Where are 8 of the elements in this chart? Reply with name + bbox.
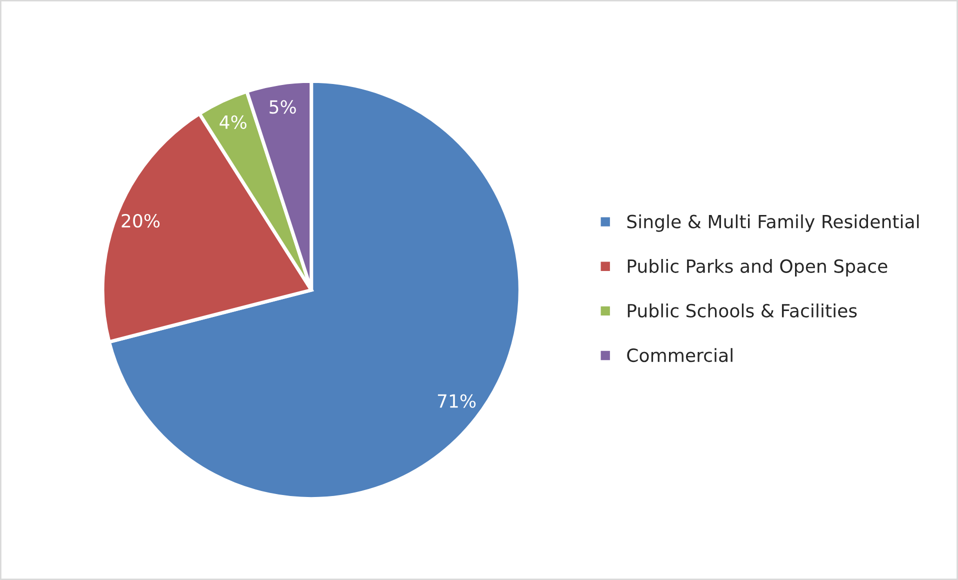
data-label: 5% (270, 100, 296, 114)
data-label: 20% (122, 214, 160, 228)
data-label: 71% (438, 394, 476, 408)
legend-label: Single & Multi Family Residential (627, 214, 919, 232)
data-label: 4% (220, 115, 246, 129)
legend-label: Public Schools & Facilities (628, 304, 857, 318)
legend-label: Commercial (627, 348, 732, 362)
legend-label: Public Parks and Open Space (628, 258, 888, 276)
